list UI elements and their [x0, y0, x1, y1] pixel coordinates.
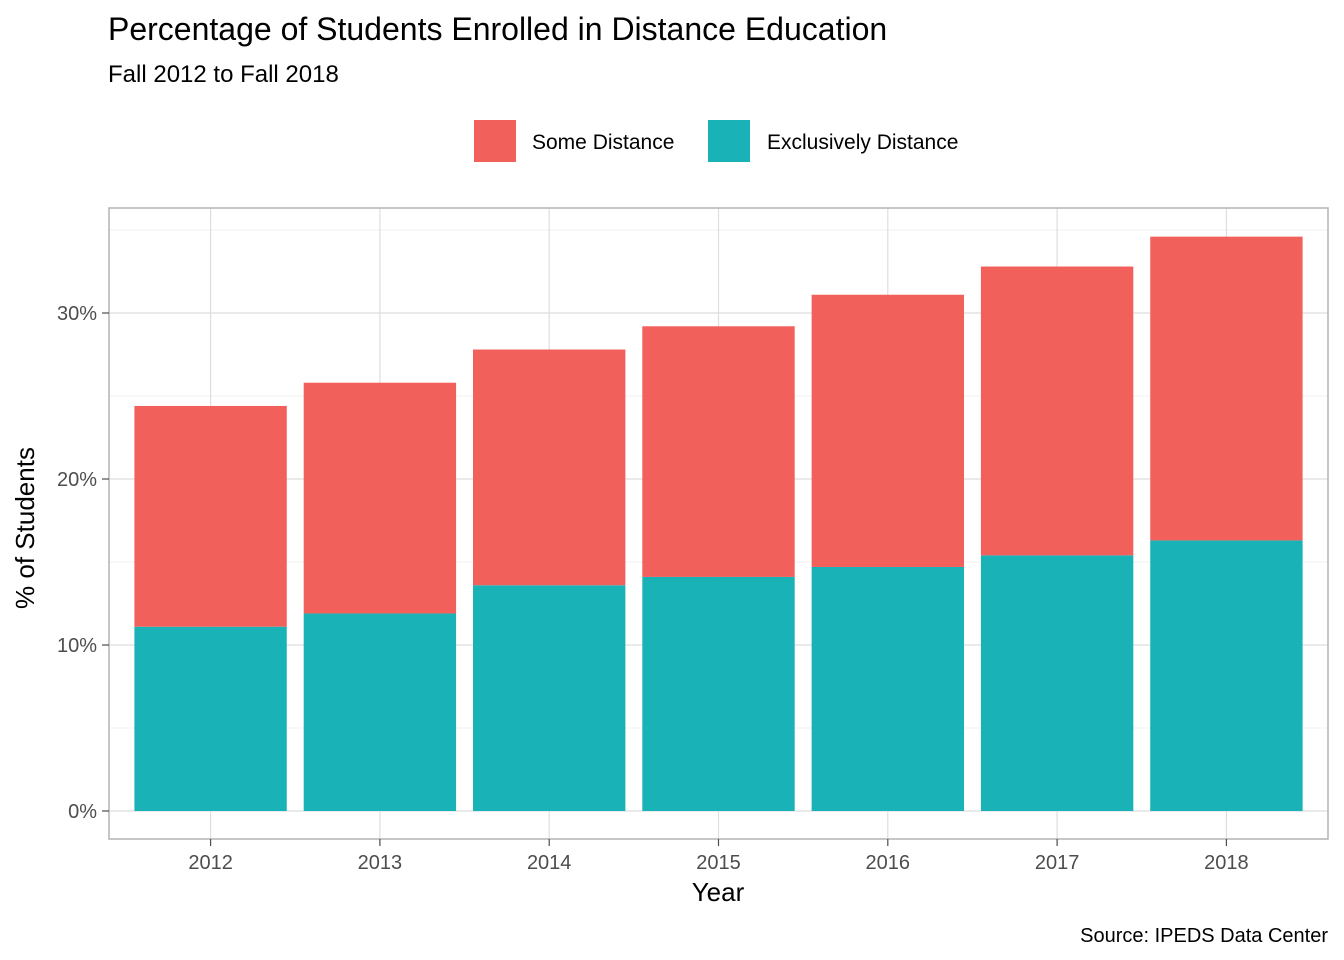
x-tick-label: 2013 [358, 852, 403, 874]
bar-exclusively-distance-2017 [980, 555, 1134, 811]
bar-some-distance-2015 [642, 326, 795, 577]
x-tick-label: 2016 [866, 852, 911, 874]
bar-some-distance-2016 [811, 294, 964, 567]
chart-subtitle: Fall 2012 to Fall 2018 [108, 61, 339, 88]
bar-exclusively-distance-2013 [303, 613, 457, 811]
legend-swatch-exclusively-distance [708, 120, 750, 162]
legend-label-some-distance: Some Distance [532, 131, 674, 154]
y-tick-label: 30% [57, 303, 97, 325]
legend-label-exclusively-distance: Exclusively Distance [767, 131, 958, 154]
bar-some-distance-2012 [134, 405, 287, 627]
x-tick-label: 2017 [1035, 852, 1080, 874]
y-tick-label: 10% [57, 635, 97, 657]
legend: Some Distance Exclusively Distance [474, 120, 958, 162]
bar-some-distance-2017 [980, 266, 1134, 556]
x-axis-title: Year [692, 877, 745, 907]
bar-exclusively-distance-2014 [473, 585, 626, 811]
bar-some-distance-2018 [1150, 236, 1303, 541]
chart-title: Percentage of Students Enrolled in Dista… [108, 11, 887, 47]
x-tick-label: 2015 [696, 852, 741, 874]
x-tick-label: 2018 [1204, 852, 1249, 874]
y-axis-title: % of Students [10, 447, 40, 609]
y-tick-label: 20% [57, 469, 97, 491]
bar-exclusively-distance-2016 [811, 566, 964, 811]
bar-exclusively-distance-2015 [642, 576, 795, 811]
x-tick-label: 2014 [527, 852, 572, 874]
bar-exclusively-distance-2012 [134, 626, 287, 811]
bar-some-distance-2014 [473, 349, 626, 586]
bar-exclusively-distance-2018 [1150, 540, 1303, 811]
plot-panel: 0% 10% 20% 30% 2012 2013 2014 2015 2016 2017 2018 [57, 207, 1329, 874]
caption: Source: IPEDS Data Center [1080, 925, 1328, 947]
y-tick-label: 0% [68, 801, 97, 823]
x-tick-label: 2012 [188, 852, 233, 874]
legend-swatch-some-distance [474, 120, 516, 162]
bar-some-distance-2013 [303, 382, 457, 614]
